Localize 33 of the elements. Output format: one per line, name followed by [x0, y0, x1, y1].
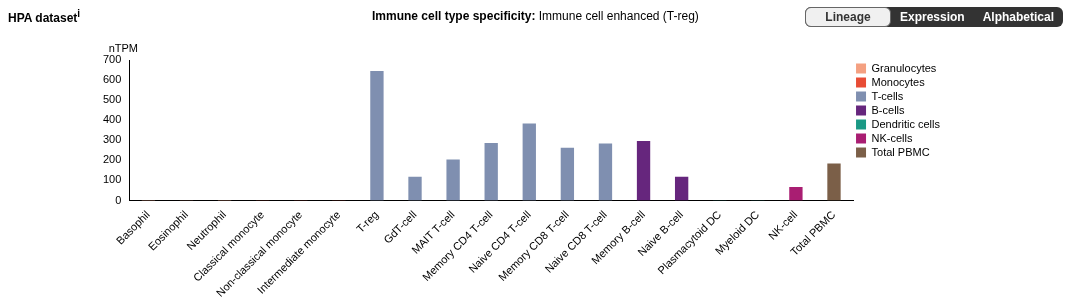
bar: [408, 176, 422, 201]
bar: [789, 186, 803, 201]
chart-subtitle: Immune cell enhanced (T-reg): [538, 9, 699, 23]
bar: [560, 147, 575, 201]
text: Alphabetical: [981, 9, 1056, 26]
text: Lineage: [805, 7, 891, 27]
text: Expression: [899, 9, 966, 26]
bar: [446, 159, 460, 201]
bar: [827, 163, 841, 201]
y-tick-label: 600: [102, 73, 122, 86]
legend-label: Total PBMC: [871, 145, 930, 158]
legend-label: Dendritic cells: [871, 117, 941, 130]
legend-label: NK-cells: [871, 131, 913, 144]
y-tick-label: 300: [102, 133, 122, 146]
y-tick-label: 100: [102, 173, 122, 186]
bar: [522, 123, 536, 201]
bar: [370, 71, 384, 201]
bar: [598, 143, 613, 201]
bar: [636, 141, 651, 201]
y-tick-label: 0: [115, 193, 122, 206]
chart-title: Immune cell type specificity:: [372, 9, 536, 23]
y-tick-label: 700: [102, 53, 122, 66]
text: HPA dataset$^{i}$: [8, 8, 81, 25]
legend-label: Monocytes: [871, 75, 926, 88]
bar: [484, 143, 498, 201]
y-tick-label: 500: [102, 93, 122, 106]
legend-label: Granulocytes: [871, 61, 937, 74]
y-axis-title: nTPM: [108, 41, 139, 54]
legend-label: B-cells: [871, 103, 906, 116]
y-tick-label: 200: [102, 153, 122, 166]
legend-label: T-cells: [871, 89, 904, 102]
y-tick-label: 400: [102, 113, 122, 126]
bar: [674, 176, 689, 201]
